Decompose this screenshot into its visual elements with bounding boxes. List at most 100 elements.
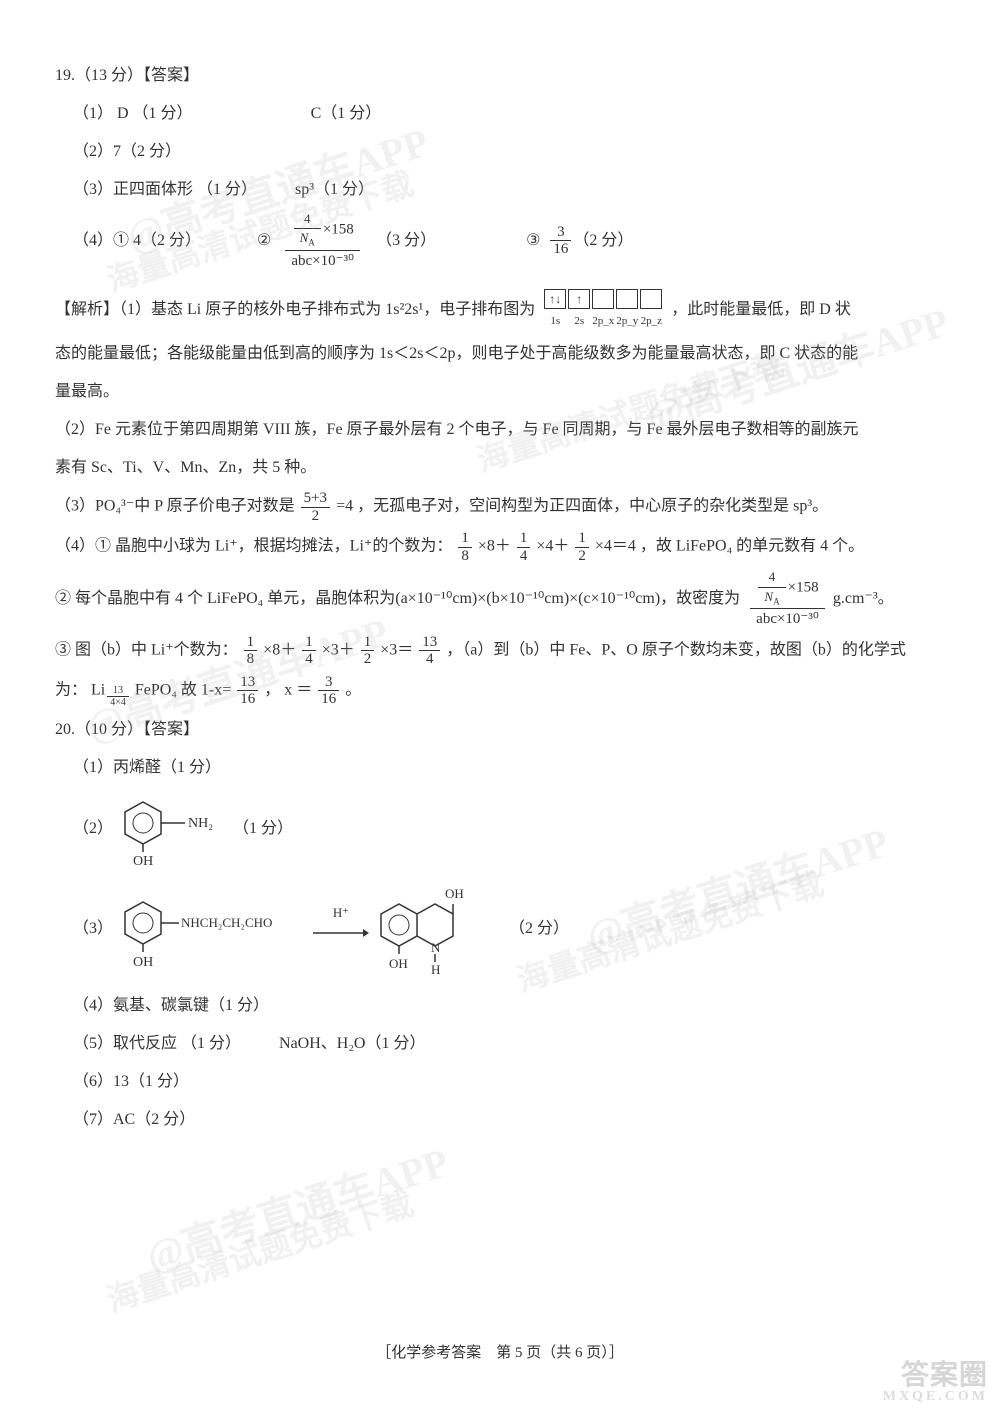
q19-p1b: C（1 分） bbox=[311, 105, 382, 122]
orb bbox=[616, 289, 638, 309]
t: ③ 图（b）中 Li⁺个数为： bbox=[55, 641, 238, 658]
q19-a4-2: ② 每个晶胞中有 4 个 LiFePO₄ 单元，晶胞体积为(a×10⁻¹⁰cm)… bbox=[55, 570, 945, 627]
q19-p4-c-label: ③ bbox=[526, 225, 540, 257]
lbl: 2p_y bbox=[616, 310, 638, 332]
t: （3） bbox=[73, 913, 113, 945]
q19-p3a: （3）正四面体形 （1 分） bbox=[73, 181, 257, 198]
q19-p3: （3）正四面体形 （1 分） sp³（1 分） bbox=[55, 174, 945, 206]
benzene-nh2-oh-icon: NH₂ OH bbox=[113, 790, 233, 868]
q20-p3: （3） NHCH₂CH₂CHO OH H⁺ OH OH N H （2 分） bbox=[55, 874, 945, 984]
q19-a2-2: 素有 Sc、Ti、V、Mn、Zn，共 5 种。 bbox=[55, 452, 945, 484]
den: abc×10⁻³⁰ bbox=[285, 251, 360, 270]
n: 1 bbox=[575, 530, 589, 548]
lbl: 2p_x bbox=[592, 310, 614, 332]
q20-p4: （4）氨基、碳氯键（1 分） bbox=[55, 990, 945, 1022]
t: FePO₄ 故 1-x= bbox=[135, 681, 231, 698]
watermark-diag: @高考直通车APP bbox=[135, 1123, 459, 1296]
q20-p6: （6）13（1 分） bbox=[55, 1066, 945, 1098]
t: =4 ，无孤电子对，空间构型为正四面体，中心原子的杂化类型是 sp³。 bbox=[336, 498, 828, 515]
svg-text:H: H bbox=[431, 962, 440, 977]
na: N bbox=[300, 230, 309, 245]
t: （2） bbox=[73, 813, 113, 845]
q19-analysis-1: 【解析】（1）基态 Li 原子的核外电子排布式为 1s²2s¹，电子排布图为 ↑… bbox=[55, 289, 945, 332]
t: （5）取代反应 （1 分） bbox=[73, 1035, 241, 1052]
reactant-icon: NHCH₂CH₂CHO OH bbox=[113, 886, 313, 972]
d: 4 bbox=[517, 548, 531, 565]
corner-watermark: 答案圈 MXQE.COM bbox=[883, 1362, 988, 1404]
t: ② 每个晶胞中有 4 个 LiFePO₄ 单元，晶胞体积为(a×10⁻¹⁰cm)… bbox=[55, 583, 740, 615]
q19-p4-lead: （4）① 4（2 分） bbox=[73, 225, 201, 257]
den: abc×10⁻³⁰ bbox=[750, 609, 825, 628]
t: ×3＝ bbox=[380, 641, 413, 658]
n: 1 bbox=[458, 530, 472, 548]
t: ×8＋ bbox=[478, 538, 511, 555]
q19-analysis-3: 量最高。 bbox=[55, 376, 945, 408]
orb: ↑ bbox=[568, 289, 590, 309]
d: 16 bbox=[318, 691, 339, 708]
d: 4 bbox=[302, 651, 316, 668]
q19-analysis-2: 态的能量最低；各能级能量由低到高的顺序为 1s＜2s＜2p，则电子处于高能级数多… bbox=[55, 338, 945, 370]
t: ×4＋ bbox=[536, 538, 569, 555]
d: 8 bbox=[244, 651, 258, 668]
q19-p1a: （1） D （1 分） bbox=[73, 105, 193, 122]
watermark-diag: 海量高清试题免费下载 bbox=[98, 1172, 422, 1332]
t: 为： bbox=[55, 681, 87, 698]
d: 4 bbox=[419, 651, 440, 668]
arrow-label: H⁺ bbox=[313, 906, 369, 919]
orb bbox=[592, 289, 614, 309]
t: g.cm⁻³。 bbox=[833, 583, 894, 615]
n: 5+3 bbox=[301, 490, 330, 508]
q20-p7: （7）AC（2 分） bbox=[55, 1104, 945, 1136]
t: NaOH、H₂O（1 分） bbox=[279, 1035, 425, 1052]
t: ×3＋ bbox=[322, 641, 355, 658]
t: ，（a）到（b）中 Fe、P、O 原子个数均未变，故图（b）的化学式 bbox=[446, 641, 906, 658]
t: ， x ＝ bbox=[264, 681, 312, 698]
q19-p3b: sp³（1 分） bbox=[295, 181, 374, 198]
d: 4×4 bbox=[107, 697, 129, 708]
frac-3-16: 3 16 bbox=[550, 224, 571, 258]
page-footer: ［化学参考答案 第 5 页（共 6 页）］ bbox=[0, 1338, 1000, 1368]
li: Li bbox=[91, 681, 105, 698]
na: N bbox=[764, 589, 773, 604]
d: 2 bbox=[361, 651, 375, 668]
svg-text:OH: OH bbox=[133, 854, 153, 868]
frac: 5+3 2 bbox=[301, 490, 330, 524]
d: 2 bbox=[301, 508, 330, 525]
orb: ↑↓ bbox=[544, 289, 566, 309]
reaction-arrow: H⁺ bbox=[313, 906, 369, 951]
q19-a4-3b: 为： Li134×4 FePO₄ 故 1-x= 1316 ， x ＝ 316 。 bbox=[55, 674, 945, 708]
n: 1 bbox=[517, 530, 531, 548]
orbital-diagram: ↑↓1s ↑2s 2p_x 2p_y 2p_z bbox=[543, 289, 663, 332]
q19-a3: （3）PO₄³⁻中 P 原子价电子对数是 5+3 2 =4 ，无孤电子对，空间构… bbox=[55, 490, 945, 524]
d: 8 bbox=[458, 548, 472, 565]
q20-header: 20.（10 分）【答案】 bbox=[55, 714, 945, 746]
n: 4 bbox=[769, 569, 776, 584]
t: ，此时能量最低，即 D 状 bbox=[671, 302, 851, 319]
density-fraction: 4 NA ×158 abc×10⁻³⁰ bbox=[285, 212, 360, 269]
d: 16 bbox=[550, 241, 571, 258]
wm-main: 答案圈 bbox=[901, 1360, 988, 1391]
svg-text:NHCH₂CH₂CHO: NHCH₂CH₂CHO bbox=[181, 915, 272, 930]
d: 16 bbox=[237, 691, 258, 708]
q19-p4-mid-label: ② bbox=[257, 225, 271, 257]
na-sub: A bbox=[308, 238, 315, 248]
t: （1 分） bbox=[233, 813, 293, 845]
q19-a4-3a: ③ 图（b）中 Li⁺个数为： 18 ×8＋ 14 ×3＋ 12 ×3＝ 134… bbox=[55, 634, 945, 668]
n: 13 bbox=[107, 685, 129, 697]
n: 3 bbox=[318, 674, 339, 692]
t: 【解析】（1）基态 Li 原子的核外电子排布式为 1s²2s¹，电子排布图为 bbox=[55, 302, 535, 319]
q19-p4-mid-tail: （3 分） bbox=[376, 225, 436, 257]
lbl: 1s bbox=[550, 310, 560, 332]
q19-p2: （2）7（2 分） bbox=[55, 136, 945, 168]
q19-p4-c-tail: （2 分） bbox=[573, 225, 633, 257]
n: 1 bbox=[302, 634, 316, 652]
q19-p4: （4）① 4（2 分） ② 4 NA ×158 abc×10⁻³⁰ （3 分） … bbox=[55, 212, 945, 269]
svg-text:OH: OH bbox=[445, 886, 464, 901]
density-fraction-2: 4 NA ×158 abc×10⁻³⁰ bbox=[750, 570, 825, 627]
svg-text:OH: OH bbox=[133, 955, 153, 970]
n: 1 bbox=[361, 634, 375, 652]
product-icon: OH OH N H bbox=[369, 874, 509, 984]
n: 13 bbox=[237, 674, 258, 692]
lbl: 2p_z bbox=[641, 310, 662, 332]
q20-p1: （1）丙烯醛（1 分） bbox=[55, 752, 945, 784]
